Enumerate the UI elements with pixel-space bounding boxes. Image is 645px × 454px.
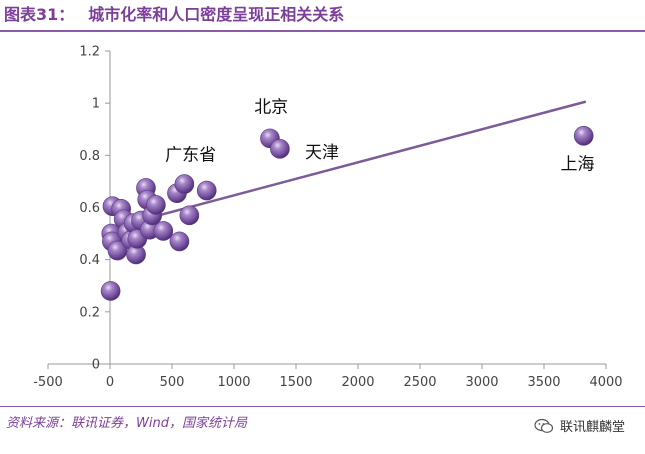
title-divider [0,30,645,32]
x-tick-label: 1500 [279,375,312,390]
data-point [270,139,290,159]
scatter-chart: 0 0.2 0.4 0.6 0.8 1 1.2 -500 0 500 1000 1500 2000 250… [33,45,622,391]
data-point [573,125,594,146]
data-point [107,240,128,261]
y-tick-label: 0.2 [79,305,100,320]
point-annotation: 天津 [305,143,339,163]
source-note: 资料来源：联讯证券，Wind，国家统计局 [6,416,247,431]
data-point [179,205,200,226]
y-tick-label: 1 [92,97,100,112]
data-point [196,180,217,201]
point-annotation: 广东省 [165,146,216,166]
chart-axes: 0 0.2 0.4 0.6 0.8 1 1.2 -500 0 500 1000 1500 2000 250… [33,45,622,391]
point-annotation: 北京 [254,97,288,117]
y-tick-label: 0.6 [79,201,100,216]
brand-name: 联讯麒麟堂 [559,420,625,435]
data-points [100,125,594,301]
x-tick-label: -500 [33,375,63,390]
y-tick-label: 0.8 [79,149,100,164]
x-tick-label: 3000 [465,375,498,390]
x-tick-label: 1000 [217,375,250,390]
data-point [174,174,195,194]
x-tick-label: 4000 [589,375,622,390]
point-annotation: 上海 [560,155,594,175]
x-tick-label: 3500 [527,375,560,390]
data-point [146,195,166,215]
y-tick-label: 0.4 [79,253,100,268]
data-point [169,231,190,252]
y-tick-label: 0 [92,358,100,373]
figure-title: 图表31： 城市化率和人口密度呈现正相关关系 [4,4,344,26]
data-point [100,281,121,301]
x-tick-label: 500 [160,375,185,390]
brand-mark: 联讯麒麟堂 [534,416,625,435]
x-tick-label: 2000 [341,375,374,390]
y-tick-label: 1.2 [79,45,100,60]
data-point [153,221,174,241]
x-tick-label: 0 [106,375,114,390]
wechat-icon [534,418,554,433]
footer-divider [0,406,645,407]
figure-title-text: 城市化率和人口密度呈现正相关关系 [88,5,345,24]
x-tick-label: 2500 [403,375,436,390]
figure-number: 图表31： [4,5,75,24]
